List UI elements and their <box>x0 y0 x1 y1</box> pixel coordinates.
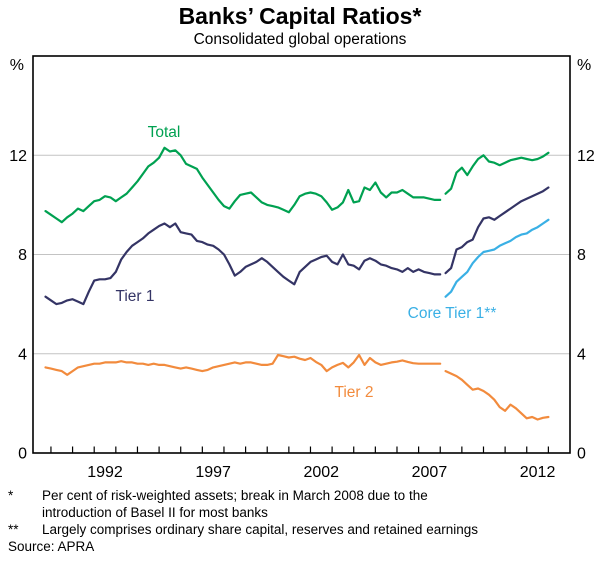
footnote-1-text: Per cent of risk-weighted assets; break … <box>42 488 428 520</box>
y-axis-label-left-4: 4 <box>18 346 27 363</box>
series-tier-2-post-line <box>444 370 550 421</box>
series-tier-2-pre-line <box>44 353 442 376</box>
x-axis-label-1992: 1992 <box>87 464 123 480</box>
legend-core-tier-1: Core Tier 1** <box>408 305 497 322</box>
source-note: Source: APRA <box>8 539 95 554</box>
legend-total: Total <box>148 124 181 141</box>
series-total-post-line <box>444 151 550 195</box>
legend-tier-1: Tier 1 <box>115 288 154 305</box>
footnote-2-marker: ** <box>8 522 19 537</box>
legend-tier-2: Tier 2 <box>334 384 373 401</box>
series-total-pre-line <box>44 146 442 224</box>
series-tier-1-pre-line <box>44 222 442 306</box>
plot-border <box>32 55 571 454</box>
footnote-2-text: Largely comprises ordinary share capital… <box>42 522 478 537</box>
footnote-1-marker: * <box>8 488 14 503</box>
y-axis-unit-right: % <box>577 57 591 74</box>
x-axis-label-2012: 2012 <box>520 464 556 480</box>
y-axis-label-right-0: 0 <box>577 446 586 463</box>
footnotes: * Per cent of risk-weighted assets; brea… <box>8 487 592 555</box>
series-tier-1-post-line <box>444 186 550 275</box>
x-axis-label-2007: 2007 <box>412 464 448 480</box>
chart-title: Banks’ Capital Ratios* <box>178 3 422 29</box>
footnote-2: ** Largely comprises ordinary share capi… <box>8 521 592 538</box>
series-core-tier-1-post-line <box>444 218 550 298</box>
banks-capital-ratios-chart: 1992 1997 2002 2007 2012 0 0 4 4 8 8 12 12% % Total Tie… <box>9 55 595 480</box>
y-axis-unit-left: % <box>10 57 24 74</box>
y-axis-label-left-0: 0 <box>18 446 27 463</box>
chart-subtitle: Consolidated global operations <box>193 31 407 48</box>
y-axis-label-right-4: 4 <box>577 346 586 363</box>
footnote-1: * Per cent of risk-weighted assets; brea… <box>8 487 592 521</box>
y-axis-label-left-8: 8 <box>18 247 27 264</box>
y-axis-label-left-12: 12 <box>9 148 27 165</box>
x-axis-label-2002: 2002 <box>303 464 339 480</box>
y-axis-label-right-12: 12 <box>577 148 595 165</box>
y-axis-label-right-8: 8 <box>577 247 586 264</box>
x-axis-label-1997: 1997 <box>195 464 231 480</box>
